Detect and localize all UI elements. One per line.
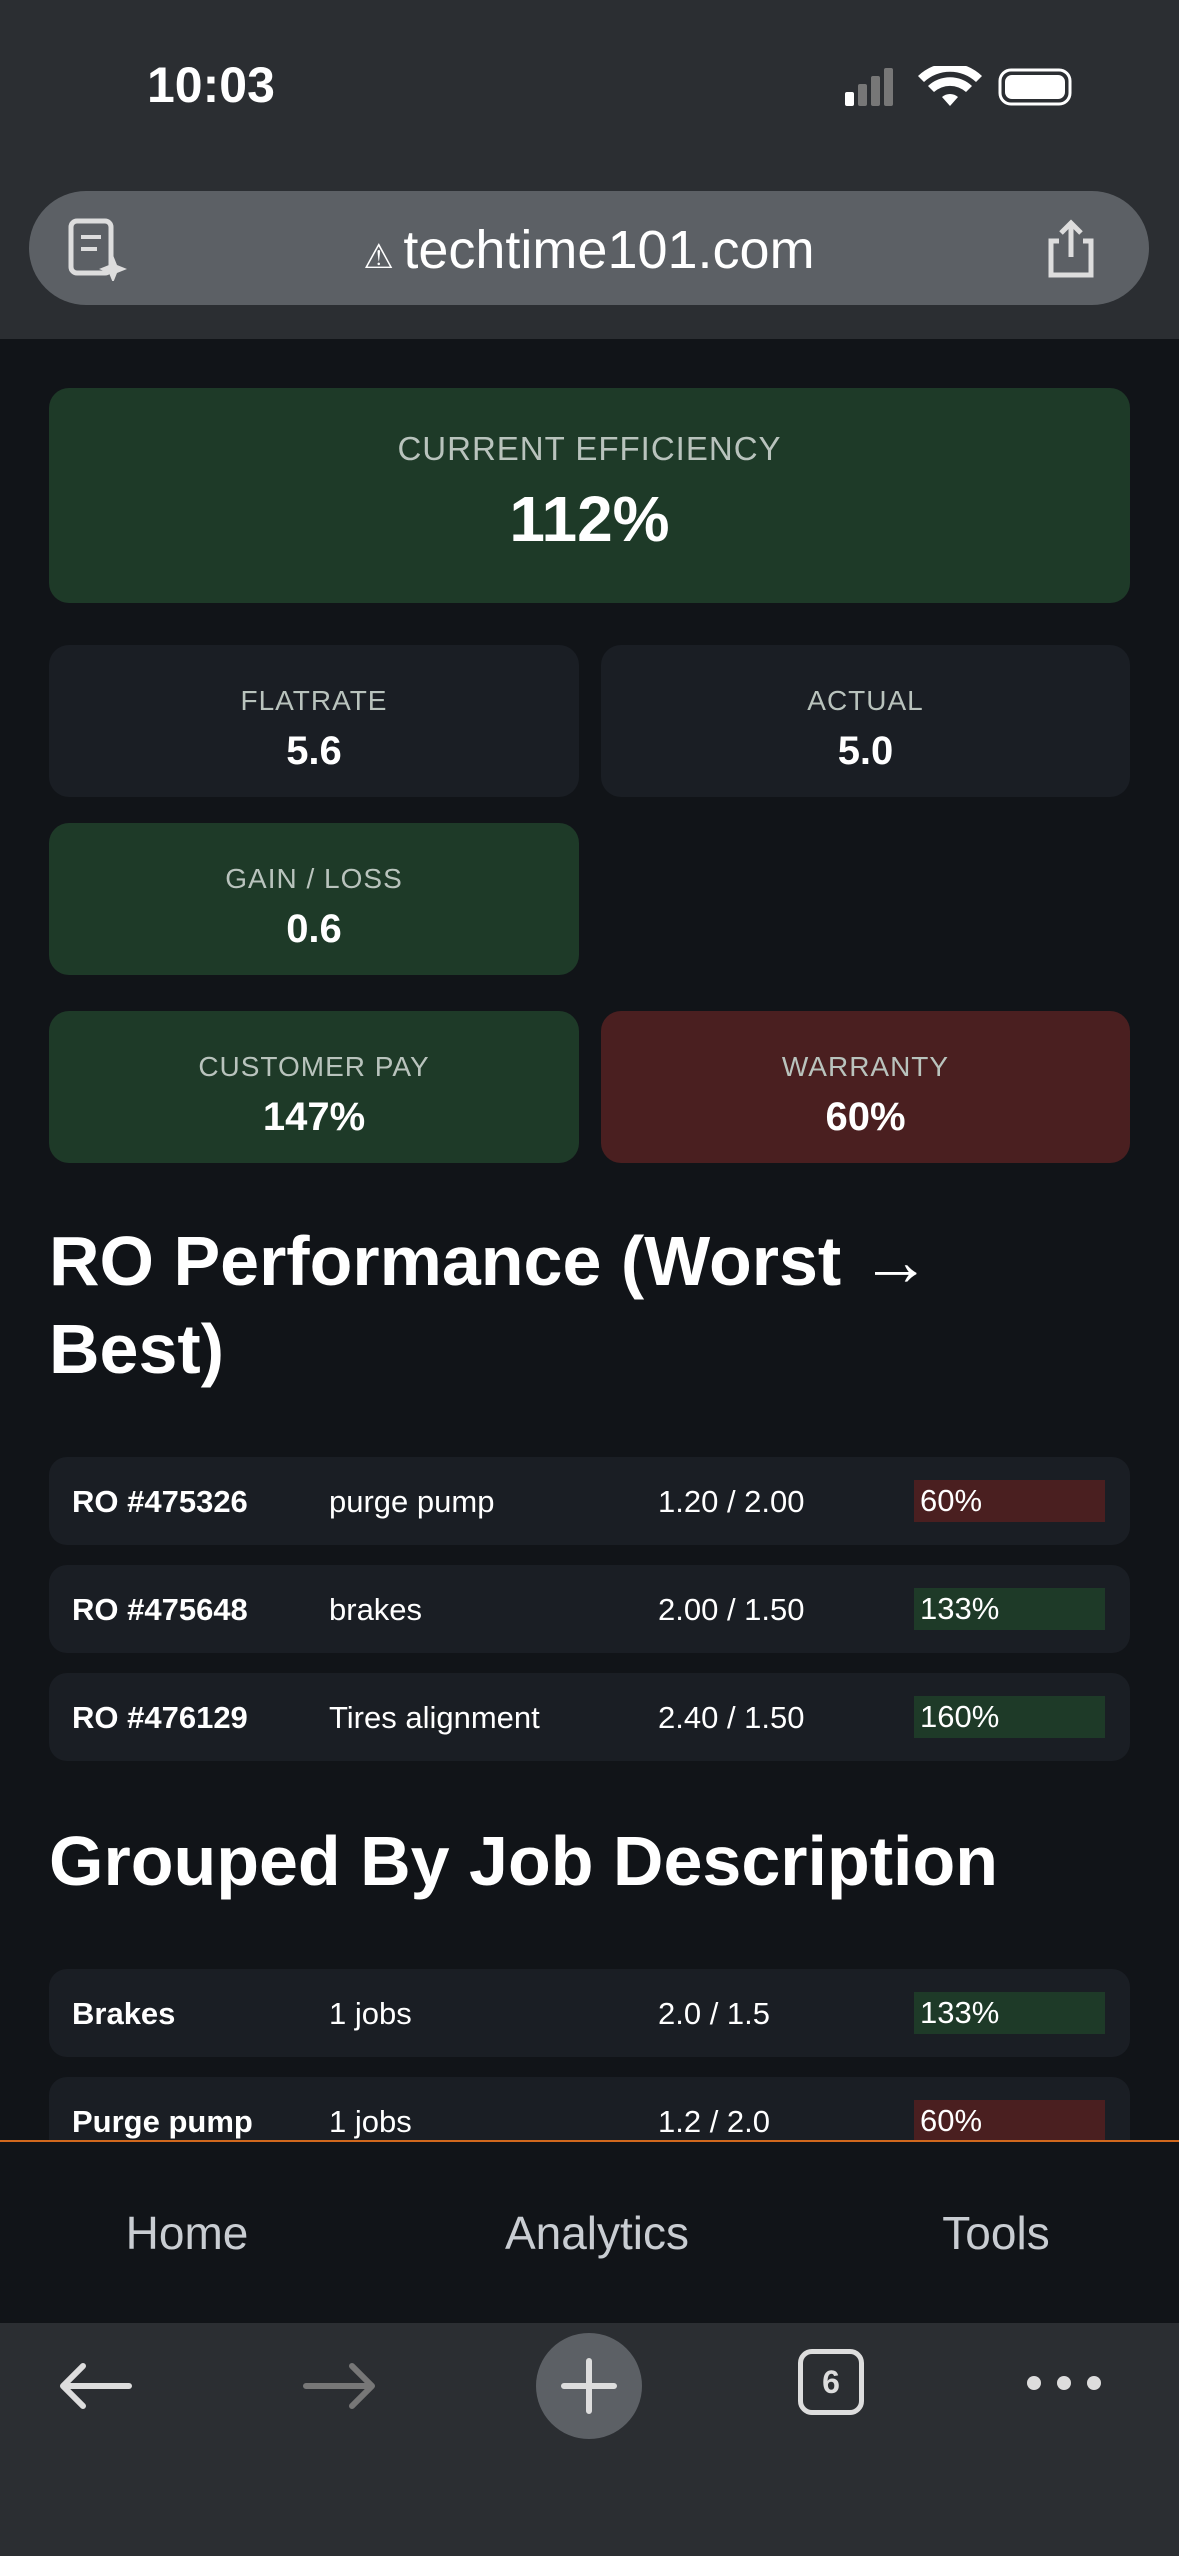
ro-label: Purge pump xyxy=(72,2104,253,2139)
efficiency-card: CURRENT EFFICIENCY 112% xyxy=(49,388,1130,603)
content: CURRENT EFFICIENCY 112% FLATRATE 5.6 ACT… xyxy=(0,339,1179,2140)
description: 1 jobs xyxy=(329,1996,412,2031)
description: purge pump xyxy=(329,1484,495,1519)
share-icon[interactable] xyxy=(1041,217,1101,281)
customer-pay-card: CUSTOMER PAY 147% xyxy=(49,1011,579,1163)
forward-button[interactable] xyxy=(300,2361,380,2411)
efficiency: 133% xyxy=(914,1588,1105,1630)
table-row[interactable]: Brakes 1 jobs 2.0 / 1.5 133% xyxy=(49,1969,1130,2057)
card-value: 5.6 xyxy=(286,729,342,773)
table-row[interactable]: RO #475326 purge pump 1.20 / 2.00 60% xyxy=(49,1457,1130,1545)
efficiency: 133% xyxy=(914,1992,1105,2034)
status-time: 10:03 xyxy=(147,57,275,113)
description: brakes xyxy=(329,1592,423,1627)
browser-top: 10:03 ⚠ techtime101.com xyxy=(0,0,1179,339)
card-value: 147% xyxy=(262,1095,366,1139)
new-tab-button[interactable] xyxy=(536,2333,642,2439)
url-text[interactable]: ⚠ techtime101.com xyxy=(363,220,815,280)
efficiency: 60% xyxy=(914,2100,1105,2140)
actual-card: ACTUAL 5.0 xyxy=(601,645,1130,797)
section-title: Grouped By Job Description xyxy=(49,1822,998,1900)
efficiency: 160% xyxy=(914,1696,1105,1738)
hours: 2.0 / 1.5 xyxy=(658,1996,771,2031)
card-label: CURRENT EFFICIENCY xyxy=(397,430,782,467)
table-row[interactable]: RO #476129 Tires alignment 2.40 / 1.50 160% xyxy=(49,1673,1130,1761)
card-value: 112% xyxy=(509,483,670,555)
card-value: 5.0 xyxy=(837,729,894,773)
gain-loss-card: GAIN / LOSS 0.6 xyxy=(49,823,579,975)
card-label: FLATRATE xyxy=(240,685,388,716)
card-label: GAIN / LOSS xyxy=(225,863,403,894)
nav-item[interactable]: Home xyxy=(125,2207,249,2259)
reader-icon[interactable] xyxy=(67,217,131,281)
ro-label: RO #476129 xyxy=(72,1700,248,1735)
warranty-card: WARRANTY 60% xyxy=(601,1011,1130,1163)
app-nav: Home Analytics Tools xyxy=(0,2140,1179,2325)
hours: 1.20 / 2.00 xyxy=(658,1484,805,1519)
card-label: WARRANTY xyxy=(781,1051,950,1082)
flatrate-card: FLATRATE 5.6 xyxy=(49,645,579,797)
address-bar[interactable]: ⚠ techtime101.com xyxy=(29,191,1149,305)
card-value: 0.6 xyxy=(286,907,342,951)
card-value: 60% xyxy=(825,1095,906,1139)
url[interactable]: techtime101.com xyxy=(403,220,815,280)
status-icons xyxy=(845,66,1072,106)
table-row[interactable]: RO #475648 brakes 2.00 / 1.50 133% xyxy=(49,1565,1130,1653)
efficiency: 60% xyxy=(914,1480,1105,1522)
table-row[interactable]: Purge pump 1 jobs 1.2 / 2.0 60% xyxy=(49,2077,1130,2140)
nav-item[interactable]: Analytics xyxy=(504,2207,690,2259)
description: 1 jobs xyxy=(329,2104,412,2139)
nav-item[interactable]: Tools xyxy=(942,2207,1050,2259)
card-label: ACTUAL xyxy=(807,685,924,716)
browser-toolbar: 6 xyxy=(0,2323,1179,2556)
hours: 2.40 / 1.50 xyxy=(658,1700,805,1735)
hours: 1.2 / 2.0 xyxy=(658,2104,771,2139)
description: Tires alignment xyxy=(329,1700,540,1735)
section-title: RO Performance (Worst → Best) xyxy=(49,1222,931,1388)
ro-label: Brakes xyxy=(72,1996,176,2031)
card-label: CUSTOMER PAY xyxy=(198,1051,430,1082)
ro-label: RO #475326 xyxy=(72,1484,248,1519)
more-button[interactable] xyxy=(1024,2373,1104,2393)
tabs-button[interactable]: 6 xyxy=(798,2349,864,2415)
back-button[interactable] xyxy=(55,2361,135,2411)
ro-label: RO #475648 xyxy=(72,1592,248,1627)
hours: 2.00 / 1.50 xyxy=(658,1592,805,1627)
